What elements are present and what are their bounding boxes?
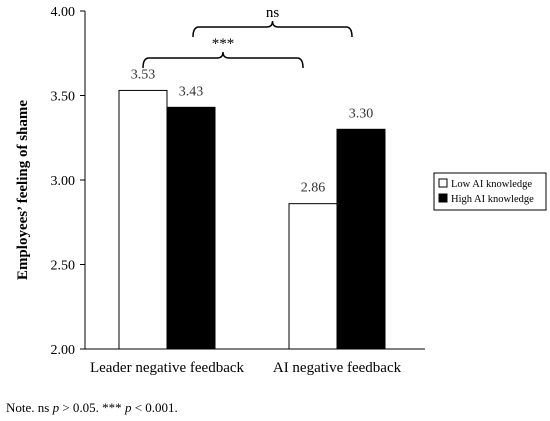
category-label: AI negative feedback xyxy=(273,360,402,376)
bar-high-ai-knowledge xyxy=(166,106,216,350)
sig-low-bracket xyxy=(142,51,304,69)
legend-box xyxy=(433,172,547,211)
bars xyxy=(118,89,386,350)
sig-high-label: ns xyxy=(266,5,280,21)
data-label: 3.43 xyxy=(179,84,204,99)
legend: Low AI knowledge High AI knowledge xyxy=(433,172,547,211)
note-prefix: Note. ns xyxy=(6,400,53,415)
significance-brackets: *** ns xyxy=(142,5,353,69)
legend-label: Low AI knowledge xyxy=(451,179,532,190)
axes: 2.00 2.50 3.00 3.50 4.00 Employees’ feeling o… xyxy=(15,5,425,358)
shame-bar-chart: 2.00 2.50 3.00 3.50 4.00 Employees’ feeling o… xyxy=(15,5,547,376)
bar-high-ai-knowledge xyxy=(336,128,386,350)
labels: 3.53 2.86 3.43 3.30 Leader negative feedback… xyxy=(90,67,402,376)
sig-high-bracket xyxy=(192,20,353,38)
note-p-symbol-2: p xyxy=(124,400,132,415)
data-label: 3.30 xyxy=(349,106,374,121)
note-p-symbol-1: p xyxy=(52,400,60,415)
sig-low-label: *** xyxy=(212,36,235,52)
y-axis-label: Employees’ feeling of shame xyxy=(15,100,31,280)
y-tick-label: 3.00 xyxy=(51,174,76,189)
bar-low-ai-knowledge xyxy=(118,89,168,350)
data-label: 2.86 xyxy=(301,181,326,196)
y-tick-label: 4.00 xyxy=(51,5,76,20)
note-text-1: > 0.05. *** xyxy=(59,400,125,415)
y-tick-label: 3.50 xyxy=(51,90,76,105)
footnote: Note. ns p > 0.05. *** p < 0.001. xyxy=(6,400,178,416)
legend-swatch xyxy=(438,193,448,203)
y-tick-label: 2.00 xyxy=(51,343,76,358)
note-text-2: < 0.001. xyxy=(131,400,178,415)
y-tick-label: 2.50 xyxy=(51,259,76,274)
bar-low-ai-knowledge xyxy=(288,203,338,350)
legend-swatch xyxy=(438,178,448,188)
data-label: 3.53 xyxy=(131,67,156,82)
legend-label: High AI knowledge xyxy=(451,194,534,205)
category-label: Leader negative feedback xyxy=(90,360,245,376)
